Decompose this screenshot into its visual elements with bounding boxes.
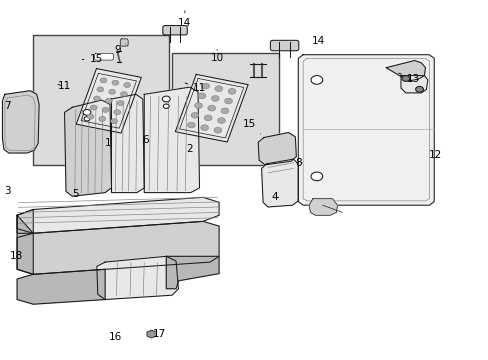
Text: 1: 1	[105, 138, 112, 148]
Polygon shape	[17, 197, 219, 233]
Circle shape	[228, 89, 236, 94]
Circle shape	[224, 98, 232, 104]
Circle shape	[214, 86, 222, 91]
Circle shape	[108, 89, 115, 94]
FancyBboxPatch shape	[163, 26, 187, 35]
Text: 15: 15	[82, 54, 102, 64]
Polygon shape	[144, 87, 199, 193]
Polygon shape	[97, 256, 178, 300]
Text: 11: 11	[58, 81, 71, 91]
Text: 13: 13	[398, 73, 419, 84]
Bar	[172, 53, 278, 165]
Circle shape	[99, 116, 105, 121]
Text: 3: 3	[4, 186, 11, 196]
Polygon shape	[261, 159, 298, 207]
Circle shape	[100, 78, 107, 83]
Text: 14: 14	[311, 36, 325, 46]
Polygon shape	[308, 199, 337, 215]
Polygon shape	[2, 91, 39, 153]
Circle shape	[194, 103, 202, 108]
Text: 17: 17	[152, 329, 165, 339]
Polygon shape	[175, 75, 247, 142]
Text: 8: 8	[295, 158, 302, 168]
Circle shape	[87, 114, 94, 119]
Circle shape	[214, 127, 222, 133]
Polygon shape	[386, 60, 425, 81]
Polygon shape	[111, 94, 144, 193]
Circle shape	[310, 172, 322, 181]
Polygon shape	[17, 221, 219, 274]
Polygon shape	[258, 132, 296, 165]
Text: 10: 10	[210, 50, 223, 63]
Polygon shape	[166, 256, 219, 289]
Bar	[33, 35, 168, 165]
Text: 12: 12	[427, 150, 441, 160]
Polygon shape	[298, 55, 433, 205]
Circle shape	[401, 76, 409, 81]
Circle shape	[207, 105, 215, 111]
Circle shape	[114, 110, 121, 115]
Circle shape	[201, 125, 208, 131]
Circle shape	[93, 96, 100, 101]
Polygon shape	[400, 76, 427, 93]
FancyBboxPatch shape	[270, 40, 298, 51]
Polygon shape	[64, 100, 111, 196]
Polygon shape	[17, 215, 33, 274]
Circle shape	[84, 117, 90, 121]
Circle shape	[204, 115, 212, 121]
Circle shape	[163, 104, 169, 108]
Text: 7: 7	[4, 101, 11, 111]
Circle shape	[217, 118, 225, 123]
Circle shape	[97, 87, 103, 92]
Text: 11: 11	[184, 83, 206, 93]
Circle shape	[211, 95, 219, 101]
Text: 9: 9	[114, 44, 125, 55]
Circle shape	[191, 112, 199, 118]
Circle shape	[117, 100, 124, 105]
Circle shape	[198, 93, 205, 99]
Circle shape	[221, 108, 228, 114]
Polygon shape	[17, 210, 33, 233]
Circle shape	[201, 83, 209, 89]
Text: 5: 5	[72, 189, 79, 199]
Circle shape	[187, 122, 195, 128]
Polygon shape	[94, 53, 113, 60]
Circle shape	[90, 105, 97, 110]
Circle shape	[83, 109, 91, 115]
Polygon shape	[76, 68, 141, 133]
Polygon shape	[120, 39, 128, 46]
Text: 15: 15	[242, 119, 260, 134]
Text: 18: 18	[10, 251, 23, 261]
Text: 16: 16	[108, 332, 122, 342]
Circle shape	[112, 80, 119, 85]
Text: 14: 14	[178, 11, 191, 28]
Text: 2: 2	[186, 144, 193, 154]
Text: 4: 4	[271, 192, 278, 202]
Circle shape	[120, 91, 127, 96]
Circle shape	[310, 76, 322, 84]
Circle shape	[415, 86, 423, 92]
Text: 6: 6	[142, 135, 149, 145]
Circle shape	[102, 107, 109, 112]
Polygon shape	[17, 269, 105, 304]
Circle shape	[123, 82, 130, 87]
Circle shape	[110, 119, 117, 124]
Circle shape	[105, 98, 112, 103]
Circle shape	[162, 96, 170, 102]
